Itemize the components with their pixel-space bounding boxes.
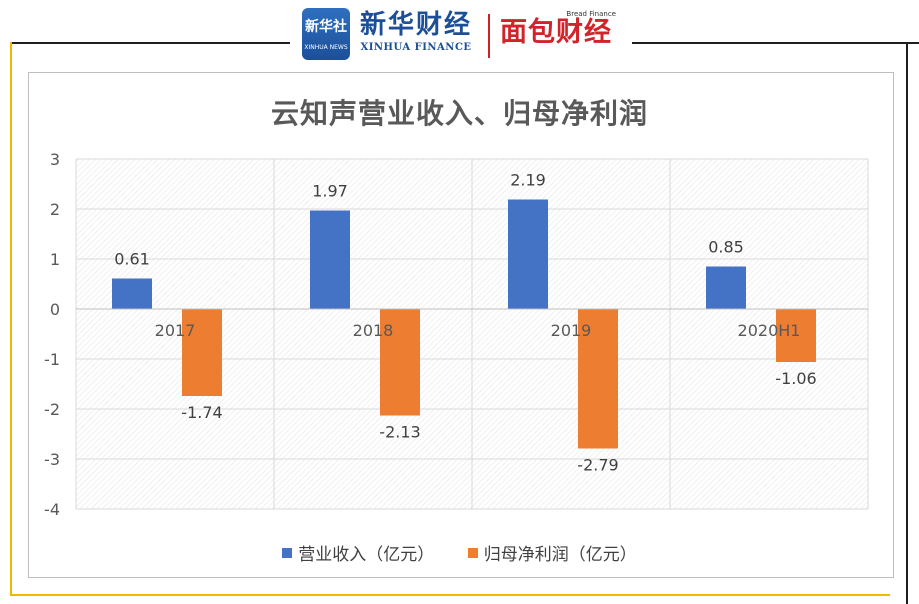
brand-cn: 新华财经 xyxy=(359,10,472,40)
data-label: 0.85 xyxy=(708,238,744,257)
xinhua-news-logo: 新华社 XINHUA NEWS xyxy=(302,8,350,60)
legend-swatch-revenue xyxy=(282,548,293,558)
frame-right xyxy=(906,42,908,604)
y-tick-label: -1 xyxy=(44,350,60,369)
header-rule-left xyxy=(10,42,290,44)
data-label: -2.13 xyxy=(379,423,420,442)
bar-revenue xyxy=(112,278,152,309)
y-tick-label: 2 xyxy=(50,200,60,219)
y-tick-label: 1 xyxy=(50,250,60,269)
y-tick-label: -3 xyxy=(44,450,60,469)
bar-profit xyxy=(578,309,618,449)
y-tick-label: 3 xyxy=(50,150,60,169)
legend-label-revenue: 营业收入（亿元） xyxy=(298,545,435,565)
bar-revenue xyxy=(706,266,746,309)
data-label: 0.61 xyxy=(114,250,150,269)
frame-bottom xyxy=(10,594,890,596)
logo-badge-text: 新华社 xyxy=(305,19,347,35)
brand-en: XINHUA FINANCE xyxy=(360,42,472,53)
legend-swatch-profit xyxy=(467,548,478,558)
bar-revenue xyxy=(310,210,350,309)
data-label: 2.19 xyxy=(510,171,546,190)
y-tick-label: -2 xyxy=(44,400,60,419)
bar-profit xyxy=(776,309,816,362)
x-tick-label: 2017 xyxy=(155,321,196,340)
data-label: -2.79 xyxy=(577,456,618,475)
chart-title: 云知声营业收入、归母净利润 xyxy=(270,97,648,130)
legend-label-profit: 归母净利润（亿元） xyxy=(483,545,637,565)
logo-badge-sub: XINHUA NEWS xyxy=(304,44,348,51)
legend-item-revenue: 营业收入（亿元） xyxy=(282,540,434,565)
y-tick-label: 0 xyxy=(50,300,60,319)
data-label: -1.74 xyxy=(181,403,222,422)
data-label: -1.06 xyxy=(775,369,816,388)
data-label: 1.97 xyxy=(312,182,348,201)
xinhua-finance-brand: 新华财经 XINHUA FINANCE xyxy=(356,10,476,53)
bread-finance-brand: Bread Finance 面包财经 xyxy=(500,10,622,48)
legend-item-profit: 归母净利润（亿元） xyxy=(467,540,637,565)
partner-en: Bread Finance xyxy=(566,10,616,18)
header-rule-right xyxy=(632,42,919,44)
bar-profit xyxy=(182,309,222,396)
partner-cn: 面包财经 xyxy=(500,17,612,48)
x-tick-label: 2020H1 xyxy=(738,321,801,340)
chart-legend: 营业收入（亿元） 归母净利润（亿元） xyxy=(0,540,919,565)
x-tick-label: 2019 xyxy=(551,321,592,340)
y-tick-label: -4 xyxy=(44,500,60,519)
bar-revenue xyxy=(508,199,548,309)
bar-profit xyxy=(380,309,420,416)
brand-separator xyxy=(488,14,490,58)
x-tick-label: 2018 xyxy=(353,321,394,340)
frame-left xyxy=(10,42,12,596)
